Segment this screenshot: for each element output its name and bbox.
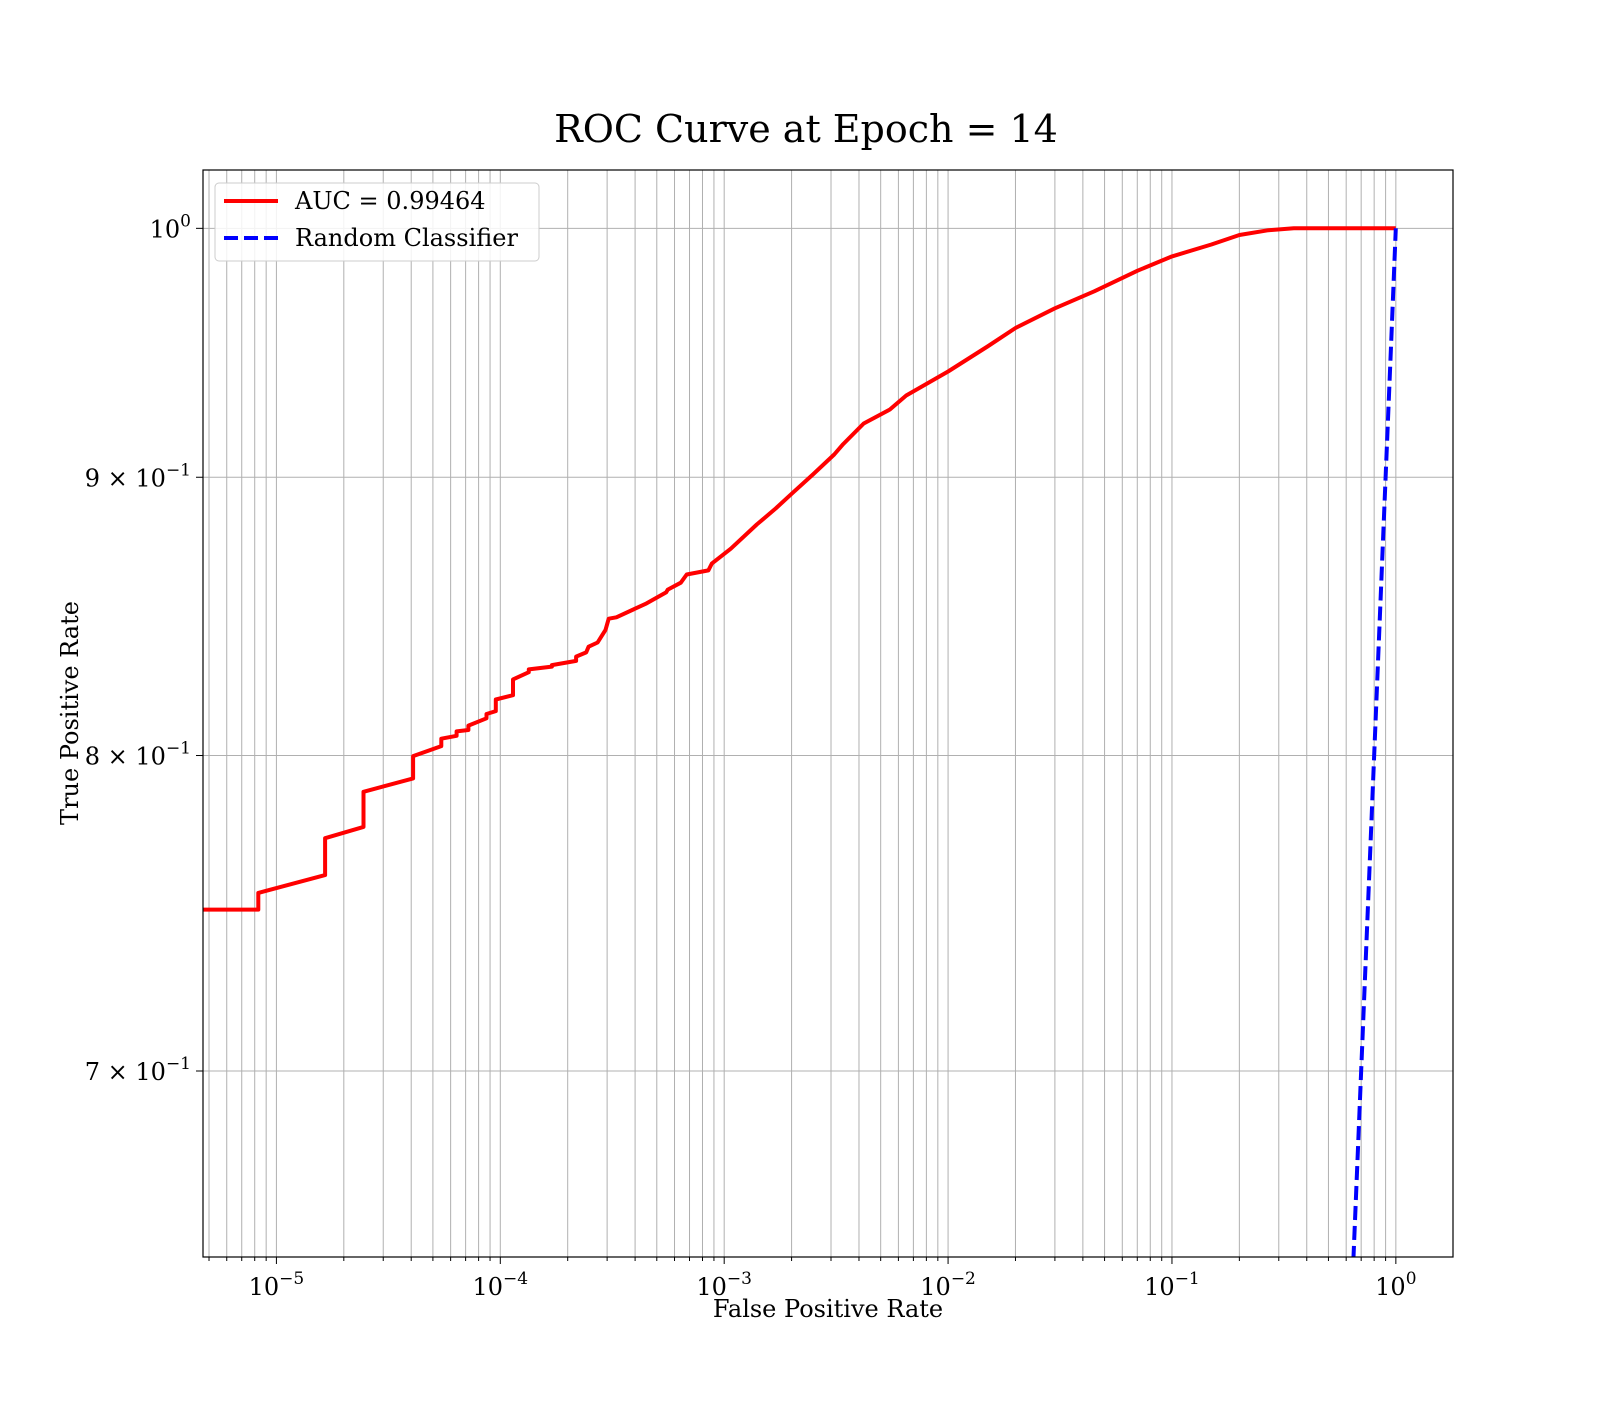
legend-label-auc: AUC = 0.99464 (294, 187, 486, 215)
legend: AUC = 0.99464 Random Classifier (215, 183, 539, 261)
chart-title: ROC Curve at Epoch = 14 (554, 107, 1058, 151)
legend-label-random-classifier: Random Classifier (295, 224, 518, 252)
x-axis-label: False Positive Rate (713, 1295, 943, 1323)
y-axis-label: True Positive Rate (56, 601, 84, 825)
